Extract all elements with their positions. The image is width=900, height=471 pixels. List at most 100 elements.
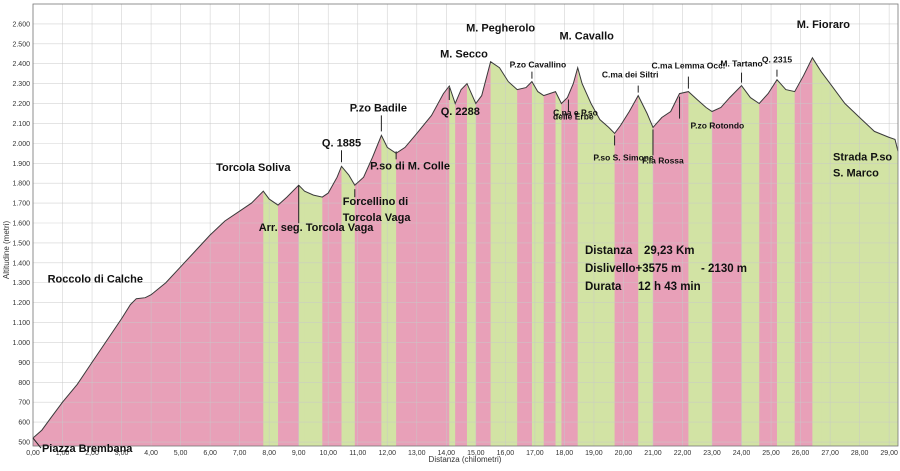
x-tick-label: 2,00 <box>85 450 99 457</box>
x-tick-label: 24,00 <box>733 450 751 457</box>
y-axis-title: Altitudine (metri) <box>2 221 11 280</box>
ascent-band <box>729 57 742 446</box>
ascent-band <box>481 57 491 446</box>
waypoint-label: C.ma dei Siltri <box>602 70 659 80</box>
ascent-band <box>629 57 639 446</box>
ascent-band <box>549 57 556 446</box>
descent-band <box>313 57 323 446</box>
descent-band <box>608 57 615 446</box>
elevation-gain: Dislivello+3575 m <box>585 263 681 275</box>
x-tick-label: 21,00 <box>644 450 662 457</box>
x-tick-label: 14,00 <box>438 450 456 457</box>
ascent-band <box>404 57 418 446</box>
descent-band <box>508 57 518 446</box>
descent-band <box>599 57 610 446</box>
descent-band <box>889 57 896 446</box>
x-tick-label: 22,00 <box>674 450 692 457</box>
ascent-band <box>431 57 444 446</box>
y-tick-label: 2.500 <box>12 41 30 48</box>
x-tick-label: 1,00 <box>56 450 70 457</box>
descent-band <box>785 57 796 446</box>
ascent-band <box>322 57 329 446</box>
x-axis-title: Distanza (chilometri) <box>429 455 502 464</box>
waypoint-label: P.zo Badile <box>350 102 407 114</box>
ascent-band <box>416 57 432 446</box>
y-tick-label: 1.900 <box>12 161 30 168</box>
y-tick-label: 2.300 <box>12 81 30 88</box>
x-tick-label: 18,00 <box>556 450 574 457</box>
ascent-band <box>620 57 630 446</box>
x-tick-label: 12,00 <box>379 450 397 457</box>
descent-band <box>844 57 861 446</box>
y-tick-label: 2.200 <box>12 101 30 108</box>
descent-band <box>590 57 601 446</box>
waypoint-label: Strada P.so <box>833 151 892 163</box>
plot-frame <box>32 3 899 447</box>
waypoint-label: C.ma Lemma Occ. <box>652 61 726 71</box>
gradient-bands <box>33 4 898 446</box>
x-tick-label: 10,00 <box>319 450 337 457</box>
y-tick-label: 2.600 <box>12 21 30 28</box>
route-summary: Distanza 29,23 Km Dislivello+3575 m - 21… <box>585 245 747 293</box>
ascent-band <box>526 57 533 446</box>
descent-band <box>381 57 388 446</box>
y-tick-label: 1.800 <box>12 181 30 188</box>
ascent-band <box>543 57 551 446</box>
ascent-band <box>652 57 663 446</box>
grid-lines <box>32 4 898 446</box>
annotation-leader <box>32 437 42 449</box>
ascent-band <box>712 57 722 446</box>
descent-band <box>821 57 831 446</box>
descent-band <box>776 57 787 446</box>
y-tick-label: 900 <box>18 360 30 367</box>
x-tick-label: 15,00 <box>467 450 485 457</box>
waypoint-label: P.so S. Simone <box>593 152 654 162</box>
y-tick-label: 800 <box>18 380 30 387</box>
descent-band <box>706 57 713 446</box>
x-tick-label: 6,00 <box>203 450 217 457</box>
ascent-band <box>517 57 527 446</box>
x-tick-label: 26,00 <box>792 450 810 457</box>
axes <box>32 3 899 447</box>
ascent-band <box>461 57 468 446</box>
ascent-band <box>803 57 813 446</box>
y-tick-label: 1.400 <box>12 260 30 267</box>
x-tick-label: 19,00 <box>585 450 603 457</box>
ascent-band <box>396 57 406 446</box>
x-tick-label: 9,00 <box>292 450 306 457</box>
descent-band <box>387 57 397 446</box>
descent-band <box>499 57 509 446</box>
descent-band <box>304 57 314 446</box>
descent-band <box>830 57 846 446</box>
y-tick-label: 1.700 <box>12 201 30 208</box>
ascent-band <box>328 57 338 446</box>
ascent-band <box>475 57 483 446</box>
ascent-band <box>337 57 342 446</box>
descent-band <box>555 57 562 446</box>
ascent-band <box>614 57 621 446</box>
duration-label: Durata <box>585 281 622 293</box>
ascent-band <box>670 57 680 446</box>
x-tick-label: 13,00 <box>408 450 426 457</box>
waypoint-label: Q. 2288 <box>441 106 480 118</box>
ascent-band <box>768 57 778 446</box>
descent-band <box>582 57 592 446</box>
distance-label: Distanza <box>585 245 633 257</box>
x-tick-label: 16,00 <box>497 450 515 457</box>
waypoint-annotations: Piazza Brembana Roccolo di Calche Torcola … <box>32 19 892 455</box>
waypoint-label: M. Fioraro <box>797 19 850 31</box>
descent-band <box>537 57 545 446</box>
ascent-band <box>573 57 579 446</box>
ascent-band <box>363 57 373 446</box>
waypoint-label: Q. 2315 <box>762 55 793 65</box>
ascent-band <box>720 57 731 446</box>
ascent-band <box>567 57 574 446</box>
descent-band <box>348 57 356 446</box>
descent-band <box>859 57 875 446</box>
waypoint-label: P.zo Cavallino <box>510 60 567 70</box>
x-tick-label: 29,00 <box>880 450 898 457</box>
ascent-band <box>372 57 382 446</box>
ascent-band <box>759 57 769 446</box>
